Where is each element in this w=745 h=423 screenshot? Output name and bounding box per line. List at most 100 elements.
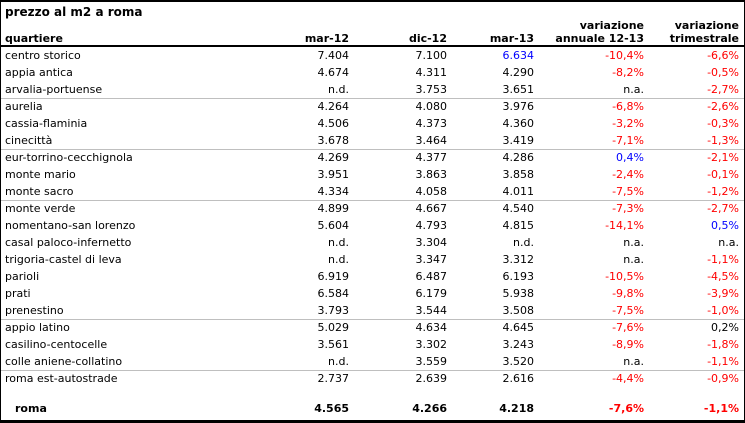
value-cell: 2.639 [415, 372, 448, 385]
value-cell: -0,9% [707, 372, 739, 385]
variazione-trimestrale-line1: variazione [674, 19, 739, 32]
table-row: eur-torrino-cecchignola 4.269 4.377 4.286 0,… [1, 149, 744, 166]
column-header-mar-12: mar-12 [304, 32, 349, 45]
value-cell: 0,2% [711, 321, 739, 334]
value-cell: 3.312 [502, 253, 535, 266]
table-row: parioli 6.919 6.487 6.193 -10,5% -4,5% [1, 268, 744, 285]
quartiere-cell: appio latino [5, 321, 70, 334]
value-cell: -1,3% [707, 134, 739, 147]
value-cell: 3.561 [317, 338, 350, 351]
quartiere-cell: eur-torrino-cecchignola [5, 151, 133, 164]
table-row: arvalia-portuense n.d. 3.753 3.651 n.a. -2,7% [1, 81, 744, 98]
value-cell: 3.651 [502, 83, 535, 96]
column-header-variazione-annuale: variazione annuale 12-13 [534, 19, 644, 45]
value-cell: 6.193 [502, 270, 535, 283]
value-cell: n.a. [623, 355, 644, 368]
value-cell: 6.634 [502, 49, 535, 62]
value-cell: -2,4% [612, 168, 644, 181]
column-header-mar-13: mar-13 [489, 32, 534, 45]
value-cell: -0,5% [707, 66, 739, 79]
value-cell: n.a. [623, 253, 644, 266]
value-cell: 3.793 [317, 304, 350, 317]
value-cell: -7,5% [612, 185, 644, 198]
value-cell: 4.674 [317, 66, 350, 79]
value-cell: n.d. [328, 236, 349, 249]
value-cell: 4.667 [415, 202, 448, 215]
total-row: roma 4.565 4.266 4.218 -7,6% -1,1% [1, 400, 744, 417]
value-cell: -3,9% [707, 287, 739, 300]
table-row: cassia-flaminia 4.506 4.373 4.360 -3,2% -0,3% [1, 115, 744, 132]
quartiere-cell: appia antica [5, 66, 73, 79]
value-cell: -1,1% [707, 355, 739, 368]
quartiere-cell: prenestino [5, 304, 64, 317]
value-cell: 3.559 [415, 355, 448, 368]
value-cell: 4.058 [415, 185, 448, 198]
value-cell: 2.737 [317, 372, 350, 385]
variazione-trimestrale-line2: trimestrale [669, 32, 739, 45]
value-cell: 4.565 [314, 402, 349, 415]
quartiere-cell: nomentano-san lorenzo [5, 219, 136, 232]
column-header-variazione-trimestrale: variazione trimestrale [644, 19, 739, 45]
table-header: quartiere mar-12 dic-12 mar-13 variazion… [1, 19, 744, 47]
value-cell: 4.634 [415, 321, 448, 334]
value-cell: 4.793 [415, 219, 448, 232]
value-cell: 4.080 [415, 100, 448, 113]
table-row: roma est-autostrade 2.737 2.639 2.616 -4,4% -… [1, 370, 744, 387]
value-cell: -3,2% [612, 117, 644, 130]
value-cell: -4,5% [707, 270, 739, 283]
value-cell: 7.404 [317, 49, 350, 62]
quartiere-cell: monte mario [5, 168, 76, 181]
value-cell: 4.290 [502, 66, 535, 79]
value-cell: -7,5% [612, 304, 644, 317]
value-cell: -1,0% [707, 304, 739, 317]
value-cell: 4.266 [412, 402, 447, 415]
table-row: monte mario 3.951 3.863 3.858 -2,4% -0,1% [1, 166, 744, 183]
value-cell: 4.264 [317, 100, 350, 113]
quartiere-cell: roma [15, 402, 47, 415]
value-cell: 3.243 [502, 338, 535, 351]
table-row: appio latino 5.029 4.634 4.645 -7,6% 0,2% [1, 319, 744, 336]
table-row: trigoria-castel di leva n.d. 3.347 3.312 n.a… [1, 251, 744, 268]
value-cell: 3.678 [317, 134, 350, 147]
value-cell: 4.373 [415, 117, 448, 130]
value-cell: -7,3% [612, 202, 644, 215]
value-cell: 6.179 [415, 287, 448, 300]
quartiere-cell: cassia-flaminia [5, 117, 88, 130]
value-cell: 3.951 [317, 168, 350, 181]
quartiere-cell: trigoria-castel di leva [5, 253, 122, 266]
table-row: centro storico 7.404 7.100 6.634 -10,4% -6,6% [1, 47, 744, 64]
value-cell: -14,1% [605, 219, 644, 232]
column-header-quartiere: quartiere [5, 32, 63, 45]
value-cell: -9,8% [612, 287, 644, 300]
quartiere-cell: monte verde [5, 202, 76, 215]
table-row: monte sacro 4.334 4.058 4.011 -7,5% -1,2% [1, 183, 744, 200]
value-cell: 4.540 [502, 202, 535, 215]
value-cell: -1,1% [707, 253, 739, 266]
value-cell: 3.464 [415, 134, 448, 147]
value-cell: -1,1% [703, 402, 739, 415]
table-row: casal paloco-infernetto n.d. 3.304 n.d. n.a.… [1, 234, 744, 251]
column-header-dic-12: dic-12 [408, 32, 447, 45]
value-cell: 4.360 [502, 117, 535, 130]
value-cell: 3.347 [415, 253, 448, 266]
value-cell: 4.269 [317, 151, 350, 164]
value-cell: 6.584 [317, 287, 350, 300]
table-body: centro storico 7.404 7.100 6.634 -10,4% -6,6%… [1, 47, 744, 387]
table-row: casilino-centocelle 3.561 3.302 3.243 -8,9% -… [1, 336, 744, 353]
value-cell: 6.919 [317, 270, 350, 283]
value-cell: n.d. [513, 236, 534, 249]
quartiere-cell: cinecittà [5, 134, 53, 147]
value-cell: 4.218 [499, 402, 534, 415]
value-cell: 4.506 [317, 117, 350, 130]
value-cell: 4.377 [415, 151, 448, 164]
variazione-annuale-line2: annuale 12-13 [555, 32, 644, 45]
value-cell: -8,9% [612, 338, 644, 351]
quartiere-cell: casal paloco-infernetto [5, 236, 132, 249]
quartiere-cell: prati [5, 287, 31, 300]
value-cell: -0,3% [707, 117, 739, 130]
value-cell: n.a. [623, 236, 644, 249]
value-cell: n.a. [718, 236, 739, 249]
value-cell: 4.899 [317, 202, 350, 215]
value-cell: 4.334 [317, 185, 350, 198]
value-cell: -1,8% [707, 338, 739, 351]
